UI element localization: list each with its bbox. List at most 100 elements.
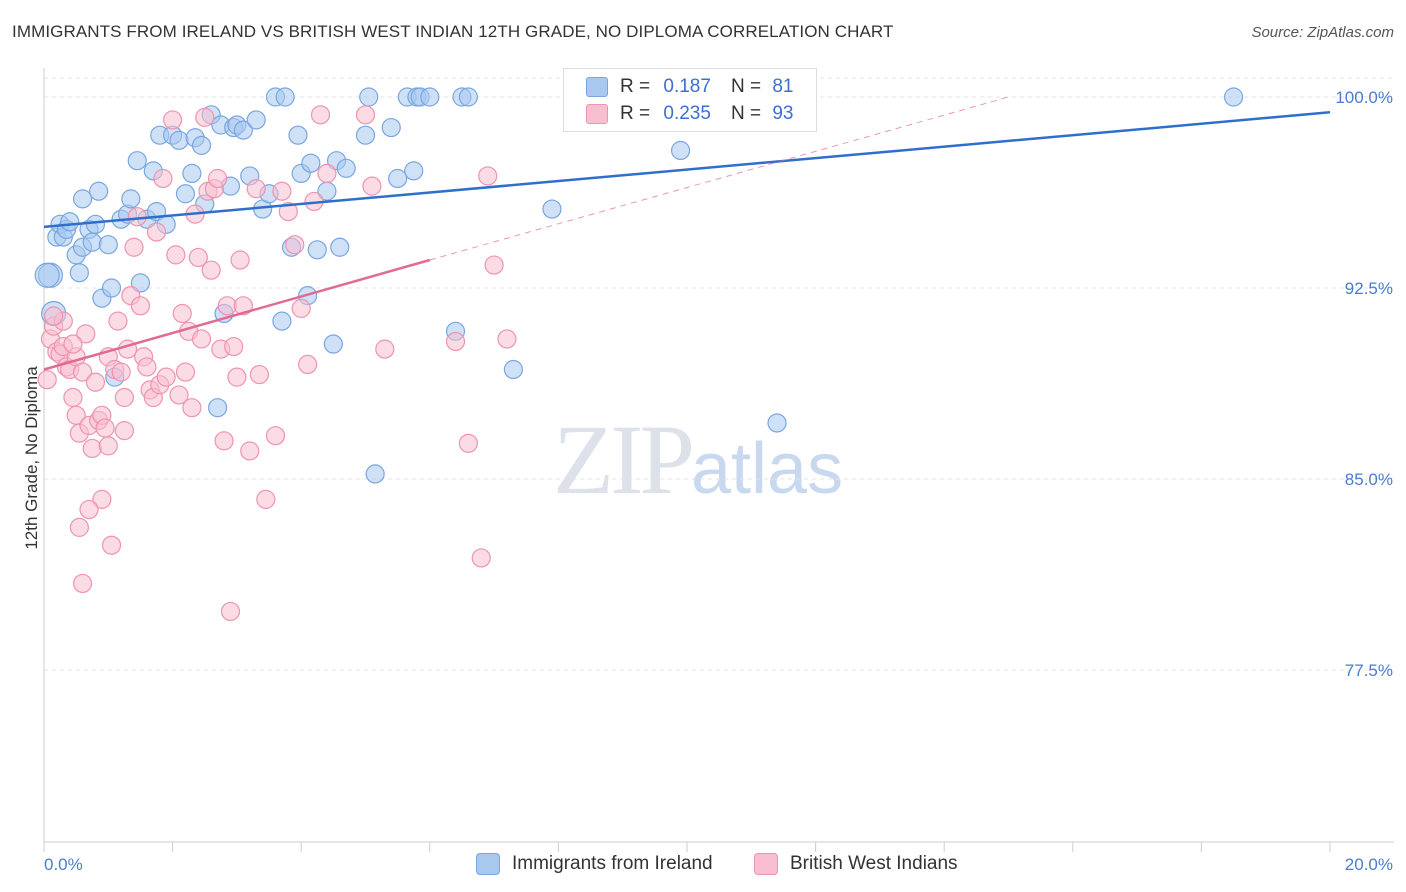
data-point (208, 168, 228, 189)
axes (43, 68, 1394, 852)
data-point (285, 235, 305, 255)
data-point (101, 535, 122, 555)
data-point (130, 273, 151, 293)
data-point (365, 464, 385, 484)
data-point (63, 387, 83, 408)
data-point (288, 125, 308, 145)
data-point (208, 398, 228, 418)
data-point (98, 235, 118, 255)
data-point (310, 105, 331, 125)
legend-label-bwi: British West Indians (790, 853, 958, 874)
data-point (127, 207, 147, 227)
data-point (76, 324, 96, 344)
data-point (92, 489, 112, 509)
data-point (195, 107, 215, 127)
n-label: N = (730, 103, 762, 124)
r-label: R = (620, 76, 651, 97)
data-point (484, 255, 504, 275)
data-point (121, 189, 141, 209)
data-point (37, 370, 57, 390)
data-point (85, 214, 106, 234)
watermark-zip: ZIP (553, 404, 695, 515)
trend-extension-british-west-indians (429, 96, 1009, 261)
n-label: N = (730, 76, 762, 97)
data-point (172, 303, 192, 324)
data-point (1223, 87, 1244, 107)
data-point (471, 548, 491, 568)
data-point (137, 357, 157, 377)
data-point (89, 181, 109, 201)
y-tick-label: 92.5% (1345, 279, 1393, 298)
data-point (362, 176, 382, 196)
y-tick-label: 85.0% (1345, 470, 1393, 489)
data-point (108, 311, 128, 331)
data-point (233, 120, 253, 140)
data-point (72, 189, 93, 209)
data-point (101, 278, 122, 298)
data-point (191, 329, 212, 349)
data-point (79, 499, 99, 520)
data-point (82, 438, 102, 459)
data-point (175, 362, 196, 382)
data-point (272, 311, 292, 331)
data-point (217, 296, 237, 316)
legend-label-ireland: Immigrants from Ireland (512, 853, 713, 874)
data-point (153, 168, 173, 189)
data-point (298, 354, 318, 374)
data-point (670, 140, 691, 161)
legend-swatch-bwi (586, 104, 608, 124)
r-value-ireland: 0.187 (663, 76, 711, 97)
data-point (82, 232, 102, 252)
trend-line-ireland (43, 111, 1331, 229)
data-point (201, 260, 221, 280)
stats-legend-row-ireland: R = 0.187 N = 81 (586, 74, 793, 100)
data-point (114, 387, 134, 408)
data-point (224, 336, 244, 357)
data-point (275, 87, 295, 107)
trend-lines (43, 96, 1331, 371)
legend-swatch-ireland (586, 77, 608, 97)
data-point (163, 110, 183, 130)
legend-swatch-bwi (754, 853, 778, 875)
data-point (503, 359, 523, 380)
data-point (85, 372, 106, 392)
data-point (420, 87, 440, 107)
data-point (220, 601, 241, 622)
stats-legend-row-bwi: R = 0.235 N = 93 (586, 101, 793, 127)
data-point (127, 151, 147, 171)
data-point (240, 441, 260, 461)
data-point (233, 296, 253, 316)
source-credit: Source: ZipAtlas.com (1251, 24, 1394, 41)
watermark-atlas: atlas (691, 429, 844, 509)
data-point (265, 426, 286, 446)
legend-item-ireland[interactable]: Immigrants from Ireland (476, 851, 713, 877)
data-point (323, 334, 343, 354)
n-value-ireland: 81 (772, 76, 794, 97)
data-point (330, 237, 350, 257)
data-point (458, 87, 478, 107)
trend-line-british-west-indians (43, 258, 431, 371)
data-point (404, 161, 424, 181)
data-point (60, 212, 80, 232)
data-point (256, 489, 276, 509)
data-point (214, 431, 234, 451)
data-point (278, 202, 298, 222)
data-point (767, 413, 787, 433)
series-ireland (34, 87, 1244, 484)
data-point (381, 117, 401, 138)
data-point (188, 247, 208, 268)
data-point (191, 135, 212, 155)
data-point (478, 166, 498, 186)
x-tick-label: 0.0% (44, 855, 83, 874)
data-point (445, 331, 466, 352)
y-tick-label: 100.0% (1335, 88, 1393, 107)
data-point (359, 87, 379, 107)
data-point (230, 250, 250, 270)
data-point (124, 237, 144, 257)
legend-item-bwi[interactable]: British West Indians (754, 851, 958, 877)
data-point (542, 199, 562, 219)
data-point (95, 418, 115, 438)
data-point (317, 163, 337, 183)
data-point (249, 364, 270, 385)
data-point (98, 436, 118, 456)
